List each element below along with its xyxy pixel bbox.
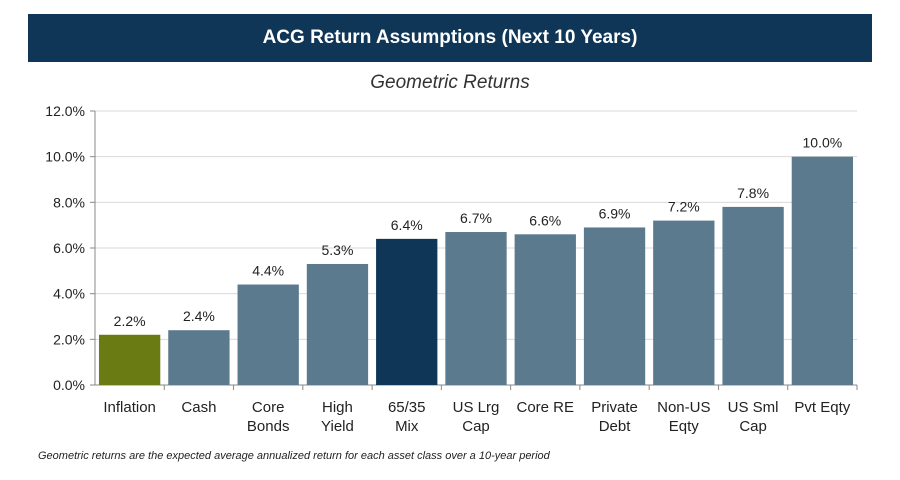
data-label: 7.8% [737,185,769,201]
y-tick-label: 8.0% [53,194,85,210]
bar [376,238,438,385]
data-label: 5.3% [321,242,353,258]
data-label: 10.0% [803,135,843,151]
bar [98,334,161,385]
category-label: Core RE [517,399,575,416]
bar [237,284,299,385]
data-label: 2.4% [183,308,215,324]
data-label: 6.6% [529,212,561,228]
category-label: Core [252,399,285,416]
bar [168,330,230,385]
category-label: US Lrg [453,399,500,416]
category-label: Inflation [103,399,156,416]
chart-title: ACG Return Assumptions (Next 10 Years) [262,27,638,48]
footnote: Geometric returns are the expected avera… [38,450,550,462]
category-label: Yield [321,418,354,435]
data-label: 6.7% [460,210,492,226]
category-label: Cap [739,418,767,435]
category-label: Pvt Eqty [794,399,850,416]
bar [722,206,784,385]
bar [653,220,715,385]
data-label: 6.9% [599,205,631,221]
data-label: 6.4% [391,217,423,233]
category-label: Eqty [669,418,700,435]
category-label: Private [591,399,638,416]
bar [583,227,646,385]
y-tick-label: 10.0% [45,149,85,165]
category-label: Mix [395,418,419,435]
category-label: Non-US [657,399,710,416]
y-tick-label: 0.0% [53,377,85,393]
data-label: 7.2% [668,199,700,215]
category-label: US Sml [728,399,779,416]
category-label: High [322,399,353,416]
bar [445,232,507,385]
bar [306,263,369,385]
bar [514,234,576,385]
y-tick-label: 12.0% [45,103,85,119]
category-label: Debt [599,418,632,435]
y-tick-label: 2.0% [53,331,85,347]
category-label: Bonds [247,418,290,435]
category-label: Cap [462,418,490,435]
data-label: 2.2% [114,313,146,329]
y-tick-label: 4.0% [53,286,85,302]
data-label: 4.4% [252,263,284,279]
bar [791,156,854,385]
y-tick-label: 6.0% [53,240,85,256]
chart-title-banner: ACG Return Assumptions (Next 10 Years) [28,14,872,62]
chart-subtitle: Geometric Returns [370,72,530,93]
category-label: 65/35 [388,399,426,416]
category-label: Cash [181,399,216,416]
